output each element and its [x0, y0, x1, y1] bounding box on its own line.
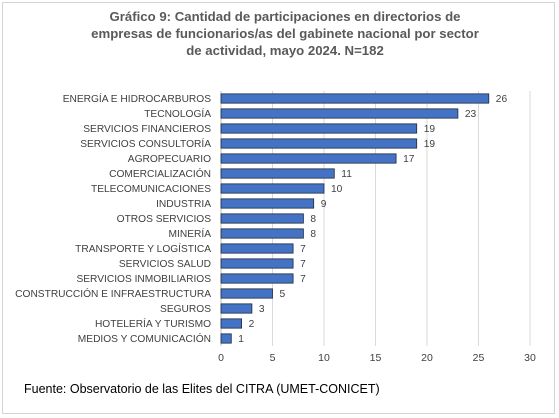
bar-15 [220, 318, 243, 329]
bar-12 [220, 273, 294, 284]
x-tick-label-3: 15 [370, 352, 382, 364]
category-label-4: AGROPECUARIO [128, 154, 211, 165]
data-label-11: 7 [300, 259, 306, 270]
bar-13 [220, 288, 273, 299]
category-label-7: INDUSTRIA [156, 199, 211, 210]
bar-6 [220, 183, 325, 194]
data-label-9: 8 [310, 229, 316, 240]
bar-2 [220, 123, 418, 134]
data-label-13: 5 [280, 289, 286, 300]
x-tick-label-5: 25 [473, 352, 485, 364]
data-label-4: 17 [403, 154, 415, 165]
data-label-8: 8 [310, 214, 316, 225]
data-label-7: 9 [321, 199, 327, 210]
data-label-16: 1 [238, 334, 244, 345]
category-label-9: MINERÍA [169, 227, 212, 240]
category-label-13: CONSTRUCCIÓN E INFRAESTRUCTURA [15, 287, 211, 300]
category-label-16: MEDIOS Y COMUNICACIÓN [78, 332, 211, 345]
x-tick-label-6: 30 [524, 352, 536, 364]
data-label-14: 3 [259, 304, 265, 315]
bar-11 [220, 258, 294, 269]
category-label-15: HOTELERÍA Y TURISMO [95, 317, 211, 330]
x-tick-label-2: 10 [318, 352, 330, 364]
category-label-11: SERVICIOS SALUD [119, 259, 211, 270]
bar-3 [220, 138, 418, 149]
data-label-12: 7 [300, 274, 306, 285]
bar-16 [220, 333, 232, 344]
data-label-15: 2 [249, 319, 255, 330]
data-label-0: 26 [496, 94, 508, 105]
x-tick-label-4: 20 [421, 352, 433, 364]
data-label-1: 23 [465, 109, 477, 120]
bar-5 [220, 168, 335, 179]
category-label-14: SEGUROS [160, 304, 211, 315]
x-tick-label-0: 0 [218, 352, 224, 364]
data-label-3: 19 [424, 139, 436, 150]
x-tick-label-1: 5 [270, 352, 276, 364]
bar-7 [220, 198, 315, 209]
category-label-2: SERVICIOS FINANCIEROS [83, 124, 211, 135]
data-label-10: 7 [300, 244, 306, 255]
category-label-3: SERVICIOS CONSULTORÍA [80, 137, 211, 150]
bar-14 [220, 303, 253, 314]
bar-1 [220, 108, 459, 119]
category-label-6: TELECOMUNICACIONES [91, 184, 211, 195]
data-label-5: 11 [341, 169, 352, 180]
category-label-10: TRANSPORTE Y LOGÍSTICA [75, 242, 211, 255]
bar-0 [220, 93, 490, 104]
category-label-8: OTROS SERVICIOS [117, 214, 212, 225]
chart-source: Fuente: Observatorio de las Elites del C… [24, 382, 380, 396]
bar-10 [220, 243, 294, 254]
bar-9 [220, 228, 304, 239]
category-label-12: SERVICIOS INMOBILIARIOS [76, 274, 211, 285]
data-label-2: 19 [424, 124, 436, 135]
chart-title: Gráfico 9: Cantidad de participaciones e… [91, 9, 479, 58]
bar-4 [220, 153, 397, 164]
category-label-1: TECNOLOGÍA [144, 107, 211, 120]
category-label-5: COMERCIALIZACIÓN [109, 167, 211, 180]
bar-8 [220, 213, 304, 224]
category-label-0: ENERGÍA E HIDROCARBUROS [63, 92, 212, 105]
data-label-6: 10 [331, 184, 343, 195]
